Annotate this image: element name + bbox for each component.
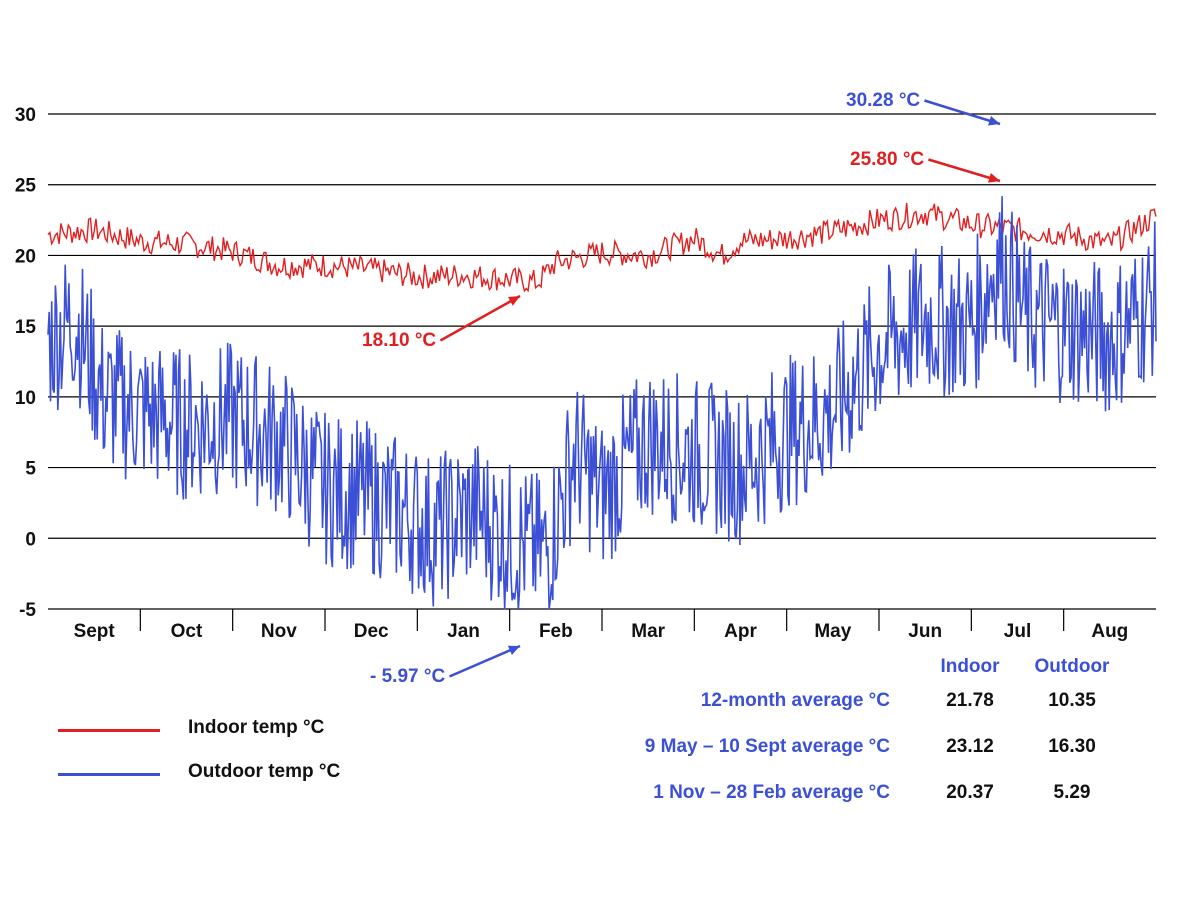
annotation-arrowhead	[508, 296, 520, 306]
annotation-label: 18.10 °C	[362, 330, 436, 351]
x-tick-label: Nov	[261, 621, 297, 642]
stats-row-indoor: 23.12	[946, 736, 994, 757]
annotation-arrow	[439, 294, 521, 342]
stats-row-indoor: 21.78	[946, 690, 994, 711]
stats-row-label: 1 Nov – 28 Feb average °C	[653, 782, 890, 803]
stats-row-label: 12-month average °C	[700, 690, 890, 711]
y-tick-label: 25	[15, 176, 37, 197]
stats-row: 1 Nov – 28 Feb average °C 20.37 5.29	[560, 782, 1180, 828]
series-line-outdoor	[47, 196, 1157, 611]
annotation-label: - 5.97 °C	[370, 666, 445, 687]
y-tick-label: 10	[15, 388, 36, 409]
x-tick-label: Apr	[724, 621, 757, 642]
annotation-arrowhead	[988, 116, 1000, 126]
x-tick-label: May	[814, 621, 851, 642]
annotation-arrowhead	[988, 173, 1000, 183]
annotation-layer: 30.28 °C 25.80 °C 18.10 °C - 5.97 °C	[362, 90, 1001, 687]
annotation-arrow	[924, 99, 1001, 126]
annotation-label: 25.80 °C	[850, 149, 924, 170]
stats-row-outdoor: 16.30	[1048, 736, 1096, 757]
series-line-indoor	[47, 203, 1157, 293]
stats-row: 12-month average °C 21.78 10.35	[560, 690, 1180, 736]
legend-swatch-indoor	[58, 729, 160, 732]
stats-row-label: 9 May – 10 Sept average °C	[644, 736, 890, 757]
annotation-arrowhead	[507, 645, 520, 655]
y-tick-label: 30	[15, 105, 36, 126]
x-tick-label: Oct	[171, 621, 203, 642]
x-tick-label: Feb	[539, 621, 573, 642]
legend-swatch-outdoor	[58, 773, 160, 776]
x-tick-label: Jul	[1004, 621, 1031, 642]
y-tick-label: 5	[25, 459, 36, 480]
annotation-arrow	[928, 158, 1001, 183]
stats-header-indoor: Indoor	[940, 656, 1000, 677]
y-tick-label: -5	[19, 600, 36, 621]
x-tick-label: Jun	[908, 621, 942, 642]
stats-row-outdoor: 10.35	[1048, 690, 1096, 711]
y-tick-label: 20	[15, 246, 36, 267]
x-tick-label: Aug	[1091, 621, 1128, 642]
x-tick-label: Sept	[74, 621, 116, 642]
y-tick-label: 0	[25, 529, 36, 550]
axis-layer: -5 0 5 10 15 20 25 30 Sept Oct Nov Dec Jan Feb Mar Apr M…	[15, 105, 1128, 642]
grid-layer	[48, 113, 1156, 610]
stats-row-outdoor: 5.29	[1053, 782, 1091, 803]
legend-label-indoor: Indoor temp °C	[188, 717, 325, 738]
x-tick-label: Mar	[631, 621, 665, 642]
stats-row: 9 May – 10 Sept average °C 23.12 16.30	[560, 736, 1180, 782]
annotation-arrow	[448, 644, 521, 678]
y-tick-label: 15	[15, 317, 37, 338]
stats-header-outdoor: Outdoor	[1034, 656, 1110, 677]
stats-table: Indoor Outdoor 12-month average °C 21.78…	[560, 656, 1180, 828]
annotation-label: 30.28 °C	[846, 90, 920, 111]
x-tick-label: Dec	[354, 621, 389, 642]
stats-row-indoor: 20.37	[946, 782, 994, 803]
legend-label-outdoor: Outdoor temp °C	[188, 761, 341, 782]
stats-header-row: Indoor Outdoor	[560, 656, 1180, 690]
x-tick-label: Jan	[447, 621, 480, 642]
series-layer	[47, 196, 1157, 611]
